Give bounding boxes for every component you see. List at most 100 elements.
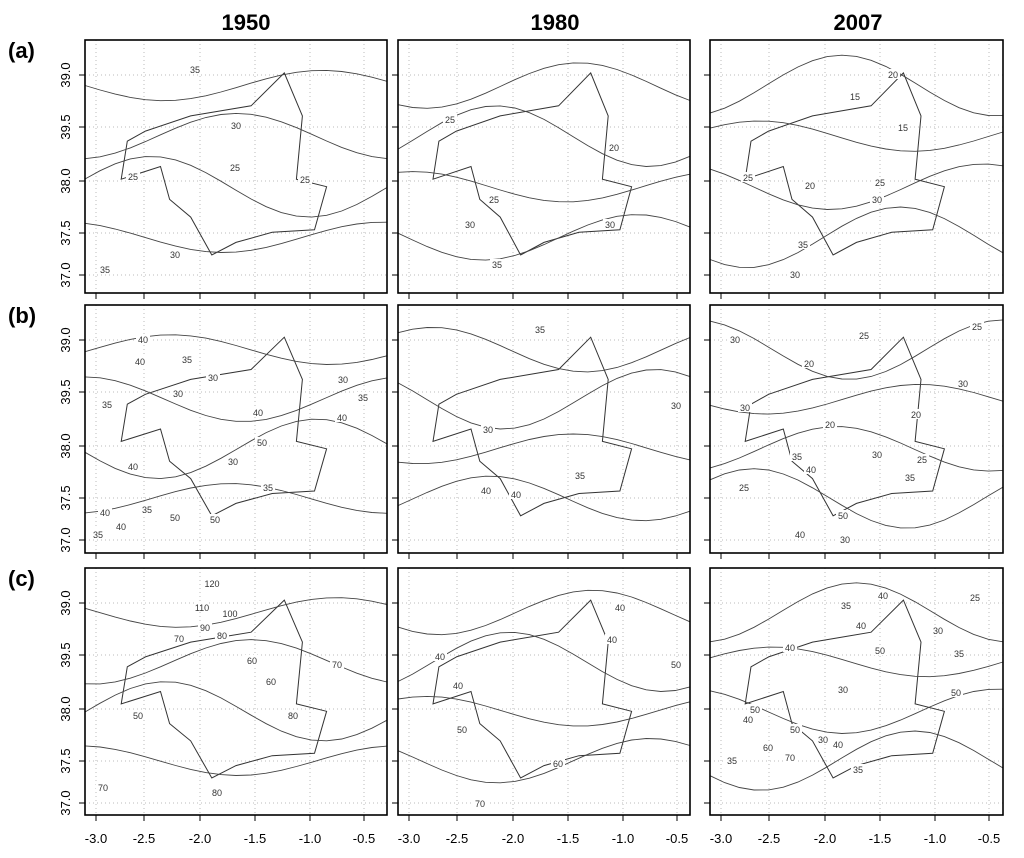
label-backdrop	[171, 388, 185, 398]
label-backdrop	[823, 419, 837, 429]
x-tick-label: -2.5	[758, 831, 780, 846]
contour-label: 50	[750, 705, 760, 715]
contour-label: 20	[805, 181, 815, 191]
contour-label: 20	[888, 70, 898, 80]
contour-label: 40	[878, 591, 888, 601]
label-backdrop	[188, 64, 202, 74]
label-backdrop	[816, 734, 830, 744]
label-backdrop	[264, 676, 278, 686]
y-tick-label: 39.0	[58, 327, 73, 352]
contour-label: 70	[332, 660, 342, 670]
contour-label: 50	[951, 688, 961, 698]
label-backdrop	[870, 449, 884, 459]
contour-label: 35	[142, 505, 152, 515]
region-outline	[120, 72, 328, 256]
label-backdrop	[98, 507, 112, 517]
panel-frame	[709, 39, 1004, 294]
contour-label: 30	[840, 535, 850, 545]
contour-line	[84, 69, 388, 102]
contour-label: 40	[806, 465, 816, 475]
contour-line	[709, 319, 1004, 380]
y-tick-label: 37.0	[58, 790, 73, 815]
contour-label: 40	[128, 462, 138, 472]
map-panel: 35 30 30 35 40 40	[392, 304, 691, 559]
label-backdrop	[356, 392, 370, 402]
label-backdrop	[803, 180, 817, 190]
contour-label: 40	[435, 652, 445, 662]
contour-label: 60	[553, 759, 563, 769]
contour-label: 35	[102, 400, 112, 410]
y-tick-label: 37.5	[58, 485, 73, 510]
contour-label: 30	[790, 270, 800, 280]
panel-frame	[84, 567, 388, 816]
contour-label: 40	[135, 357, 145, 367]
label-backdrop	[198, 622, 212, 632]
contour-label: 25	[489, 195, 499, 205]
label-backdrop	[854, 620, 868, 630]
map-panel: 120 110 100 90 80 70 60 70 60 80 50 80 70	[79, 567, 388, 821]
x-tick-label: -3.0	[85, 831, 107, 846]
y-tick-label: 38.0	[58, 696, 73, 721]
label-backdrop	[298, 174, 312, 184]
contour-label: 30	[228, 457, 238, 467]
contour-label: 35	[263, 483, 273, 493]
x-tick-label: -1.0	[924, 831, 946, 846]
contour-line	[84, 334, 388, 365]
label-backdrop	[931, 625, 945, 635]
x-tick-label: -0.5	[978, 831, 1000, 846]
map-panel: 40 40 40 40 50 50 60 70	[392, 567, 691, 821]
contour-line	[84, 112, 388, 160]
contour-label: 30	[605, 220, 615, 230]
x-tick-label: -2.0	[189, 831, 211, 846]
label-backdrop	[839, 600, 853, 610]
label-backdrop	[886, 69, 900, 79]
contour-label: 20	[609, 143, 619, 153]
panel-frame	[709, 567, 1004, 816]
contour-line	[397, 738, 691, 784]
contour-label: 30	[958, 379, 968, 389]
label-backdrop	[335, 412, 349, 422]
contour-label: 30	[933, 626, 943, 636]
contour-line	[709, 730, 1004, 791]
contour-line	[709, 120, 1004, 152]
x-tick-label: -1.5	[244, 831, 266, 846]
contour-line	[709, 383, 1004, 415]
contour-label: 35	[798, 240, 808, 250]
label-backdrop	[286, 710, 300, 720]
contour-label: 50	[170, 513, 180, 523]
label-backdrop	[761, 742, 775, 752]
label-backdrop	[226, 456, 240, 466]
label-backdrop	[748, 704, 762, 714]
label-backdrop	[903, 472, 917, 482]
row-label: (c)	[8, 566, 35, 591]
panel-frame	[397, 567, 691, 816]
label-backdrop	[136, 334, 150, 344]
contour-label: 50	[790, 725, 800, 735]
label-backdrop	[487, 194, 501, 204]
label-backdrop	[873, 177, 887, 187]
region-outline	[120, 599, 328, 779]
contour-label: 30	[208, 373, 218, 383]
contour-line	[709, 54, 1004, 117]
contour-label: 30	[838, 685, 848, 695]
label-backdrop	[91, 529, 105, 539]
label-backdrop	[533, 324, 547, 334]
contour-line	[397, 695, 691, 727]
contour-label: 50	[875, 646, 885, 656]
label-backdrop	[215, 630, 229, 640]
label-backdrop	[607, 142, 621, 152]
contour-label: 80	[212, 788, 222, 798]
x-tick-label: -2.0	[502, 831, 524, 846]
column-title: 1980	[531, 10, 580, 35]
contour-label: 80	[288, 711, 298, 721]
label-backdrop	[857, 330, 871, 340]
label-backdrop	[255, 437, 269, 447]
map-panel: 35 30 25 25 25 30 35	[79, 39, 388, 299]
map-panel: 20 15 15 20 25 30 35 30 25	[704, 39, 1004, 299]
panel-frame	[397, 304, 691, 554]
x-tick-label: -3.0	[710, 831, 732, 846]
contour-line	[709, 426, 1004, 472]
label-backdrop	[605, 634, 619, 644]
label-backdrop	[896, 122, 910, 132]
contour-label: 70	[475, 799, 485, 809]
